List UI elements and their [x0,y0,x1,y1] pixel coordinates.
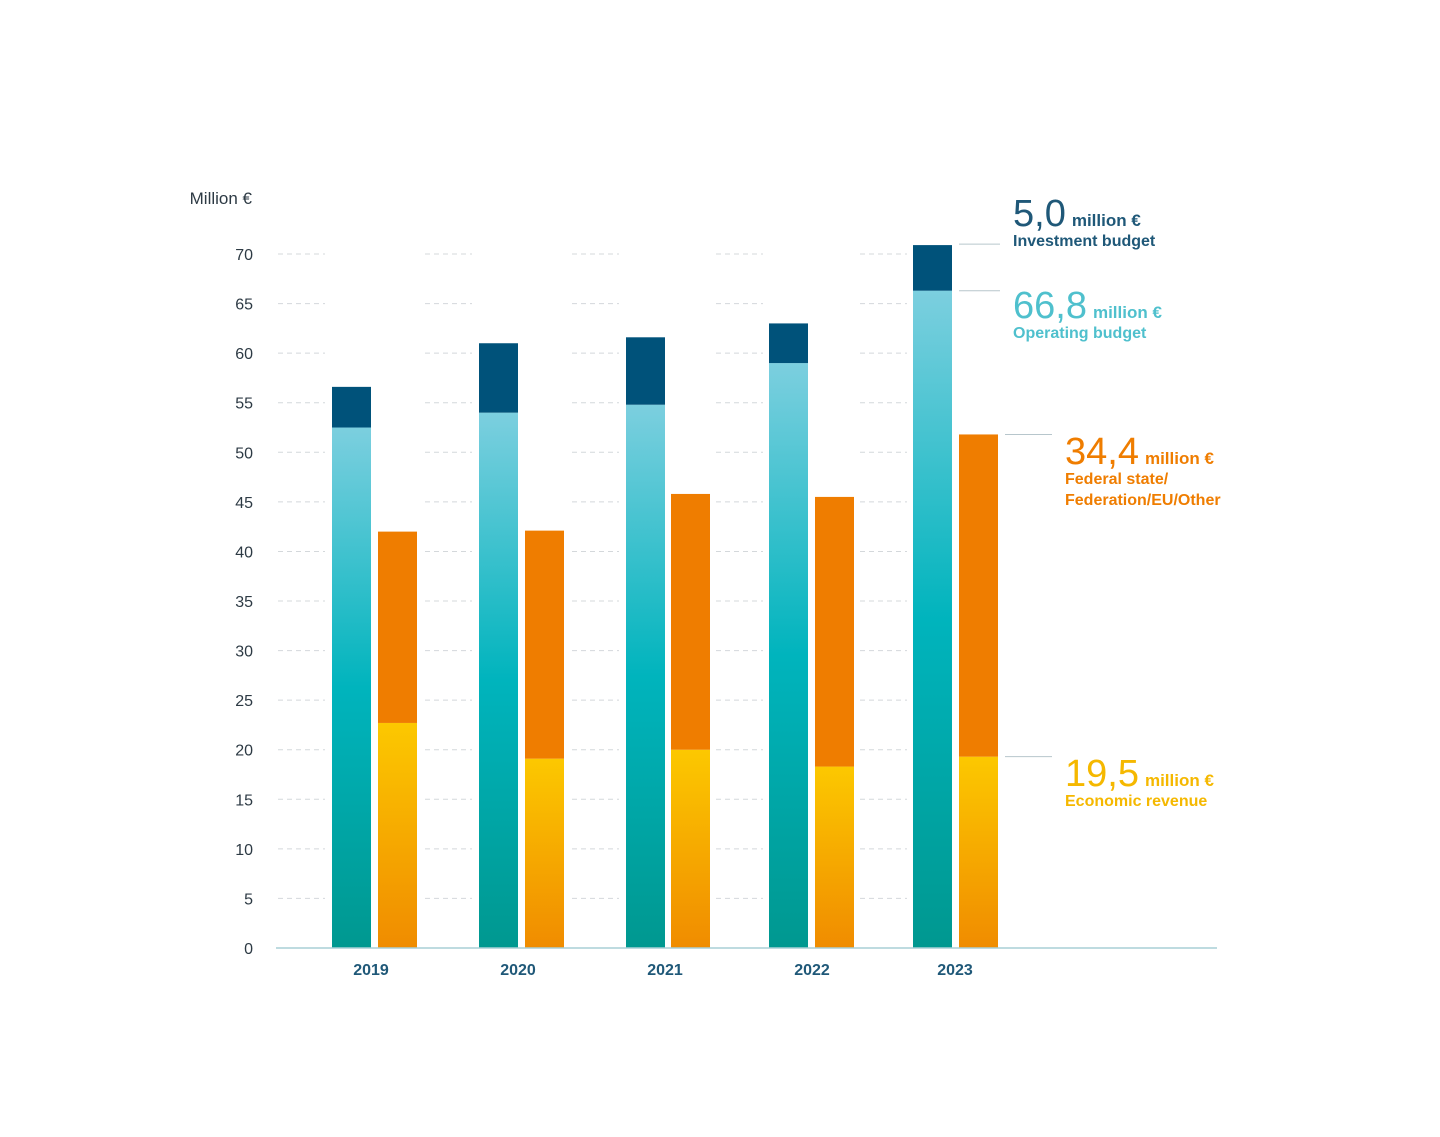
bar-investment-budget [626,337,665,405]
bar-operating-budget [479,412,518,948]
x-tick-label: 2022 [794,962,830,979]
x-tick-label: 2020 [500,962,536,979]
bar-operating-budget [626,404,665,949]
x-axis: 2019 2020 2021 2022 2023 [276,947,1217,979]
annotation-label: Federation/EU/Other [1065,492,1221,509]
y-tick-label: 70 [235,247,253,264]
grid-lines [278,253,907,899]
bar-economic-revenue [959,756,998,948]
y-tick-label: 50 [235,445,253,462]
bar-operating-budget [332,427,371,948]
bar-federal-funding [525,530,564,759]
bars [332,245,998,949]
bar-economic-revenue [378,722,417,948]
bar-economic-revenue [671,749,710,948]
bar-investment-budget [769,323,808,364]
annotation-label: Federal state/ [1065,471,1169,488]
bar-economic-revenue [525,758,564,948]
y-axis-unit: Million € [190,189,253,208]
annotation-label: Operating budget [1013,325,1147,342]
bar-federal-funding [959,434,998,757]
bar-operating-budget [769,363,808,949]
y-tick-label: 35 [235,594,253,611]
x-tick-label: 2019 [353,962,389,979]
bar-investment-budget [332,386,371,428]
bar-economic-revenue [815,766,854,948]
y-tick-label: 15 [235,792,253,809]
y-tick-label: 20 [235,743,253,760]
annotation-federal-funding: 34,4 million € [1065,431,1214,473]
y-tick-label: 30 [235,644,253,661]
annotation-economic-revenue: 19,5 million € [1065,753,1214,795]
x-tick-label: 2023 [937,962,973,979]
y-tick-label: 10 [235,842,253,859]
annotations: 5,0 million €Investment budget 66,8 million… [959,193,1221,810]
y-tick-label: 40 [235,544,253,561]
y-axis: 0 5 10 15 20 25 30 35 40 45 50 55 60 65 70 [235,247,253,958]
y-tick-label: 65 [235,297,253,314]
y-tick-label: 55 [235,396,253,413]
y-tick-label: 5 [244,891,253,908]
bar-investment-budget [913,245,952,291]
x-tick-label: 2021 [647,962,683,979]
annotation-label: Investment budget [1013,233,1156,250]
annotation-investment-budget: 5,0 million € [1013,193,1141,235]
y-tick-label: 0 [244,941,253,958]
bar-operating-budget [913,290,952,949]
y-tick-label: 60 [235,346,253,363]
bar-federal-funding [815,496,854,767]
bar-investment-budget [479,343,518,413]
annotation-operating-budget: 66,8 million € [1013,285,1162,327]
annotation-label: Economic revenue [1065,793,1207,810]
y-tick-label: 25 [235,693,253,710]
y-tick-label: 45 [235,495,253,512]
bar-federal-funding [378,531,417,723]
bar-federal-funding [671,493,710,750]
